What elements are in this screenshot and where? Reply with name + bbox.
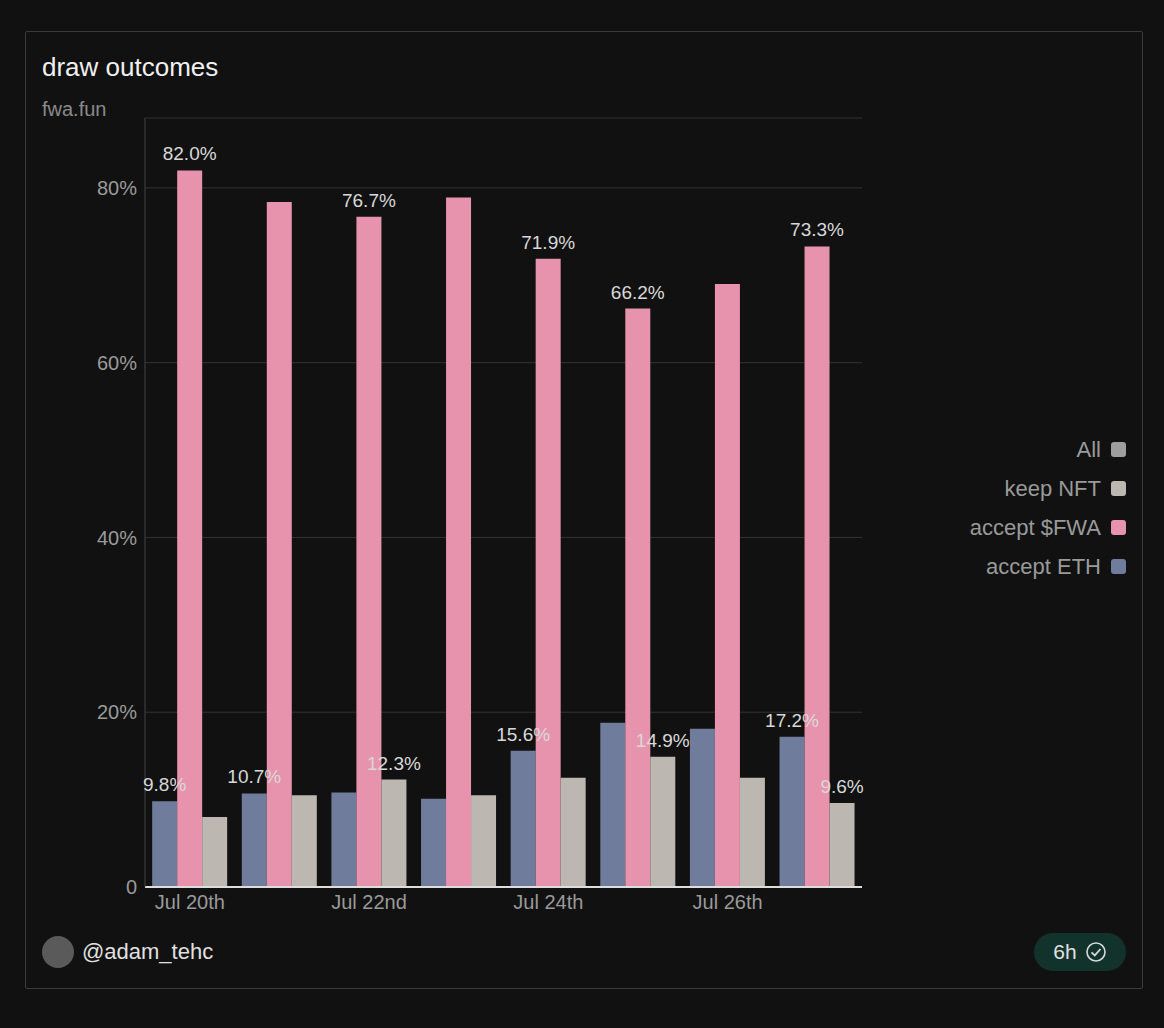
svg-text:Jul 20th: Jul 20th [155, 891, 225, 913]
svg-text:82.0%: 82.0% [163, 143, 217, 164]
html-text:6h: 6h [1053, 940, 1077, 963]
svg-text:12.3%: 12.3% [367, 753, 421, 774]
html-text:All: All [1076, 436, 1101, 462]
svg-text:80%: 80% [97, 177, 137, 199]
svg-text:66.2%: 66.2% [611, 282, 665, 303]
html-text:@adam_tehc: @adam_tehc [82, 939, 214, 964]
svg-text:73.3%: 73.3% [790, 219, 844, 240]
svg-text:60%: 60% [97, 352, 137, 374]
svg-text:Jul 22nd: Jul 22nd [331, 891, 407, 913]
svg-text:10.7%: 10.7% [227, 766, 281, 787]
html-text:accept ETH: accept ETH [986, 553, 1101, 579]
svg-text:20%: 20% [97, 701, 137, 723]
html-text:accept $FWA: accept $FWA [969, 514, 1101, 540]
html-text:draw outcomes: draw outcomes [42, 52, 219, 82]
svg-text:0: 0 [126, 876, 137, 898]
svg-text:9.8%: 9.8% [143, 774, 186, 795]
svg-text:14.9%: 14.9% [636, 730, 690, 751]
svg-text:71.9%: 71.9% [521, 232, 575, 253]
svg-text:Jul 26th: Jul 26th [693, 891, 763, 913]
svg-text:40%: 40% [97, 527, 137, 549]
svg-text:76.7%: 76.7% [342, 190, 396, 211]
html-text:keep NFT: keep NFT [1004, 475, 1101, 501]
svg-text:17.2%: 17.2% [765, 710, 819, 731]
svg-text:Jul 24th: Jul 24th [513, 891, 583, 913]
html-text:fwa.fun: fwa.fun [42, 98, 107, 120]
svg-text:9.6%: 9.6% [820, 776, 863, 797]
svg-text:15.6%: 15.6% [496, 724, 550, 745]
